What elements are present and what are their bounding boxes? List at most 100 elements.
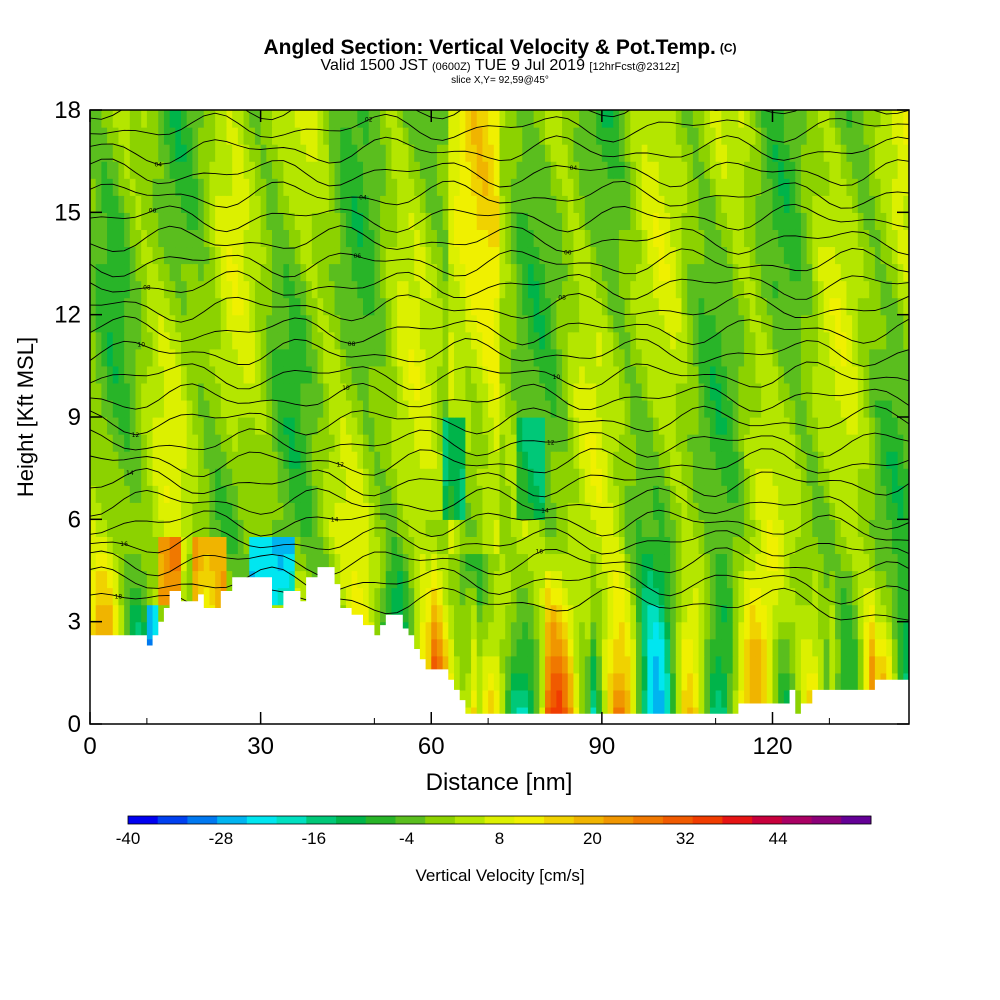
velocity-cell — [163, 451, 171, 469]
velocity-cell — [101, 502, 108, 520]
velocity-cell — [277, 178, 284, 196]
velocity-cell — [903, 553, 909, 572]
velocity-cell — [596, 553, 603, 572]
velocity-cell — [493, 604, 501, 623]
velocity-cell — [368, 451, 375, 469]
velocity-cell — [323, 263, 330, 282]
velocity-cell — [368, 314, 375, 333]
velocity-cell — [874, 280, 882, 299]
velocity-cell — [243, 331, 250, 350]
velocity-cell — [800, 161, 808, 179]
velocity-cell — [95, 229, 102, 248]
velocity-cell — [903, 263, 909, 282]
velocity-cell — [101, 263, 108, 282]
velocity-cell — [732, 178, 739, 196]
velocity-cell — [618, 399, 626, 418]
velocity-cell — [778, 297, 785, 316]
velocity-cell — [124, 604, 131, 623]
velocity-cell — [590, 621, 597, 640]
velocity-cell — [664, 280, 671, 299]
velocity-cell — [209, 263, 216, 282]
velocity-cell — [476, 348, 484, 367]
velocity-cell — [380, 451, 387, 469]
velocity-cell — [670, 297, 677, 316]
velocity-cell — [647, 365, 654, 384]
velocity-cell — [482, 587, 489, 606]
velocity-cell — [835, 655, 842, 674]
velocity-cell — [562, 161, 569, 179]
velocity-cell — [800, 434, 808, 452]
velocity-cell — [363, 263, 370, 282]
velocity-cell — [300, 382, 307, 401]
velocity-cell — [829, 451, 836, 469]
velocity-cell — [226, 553, 233, 572]
velocity-cell — [664, 314, 671, 333]
velocity-cell — [488, 519, 495, 537]
velocity-cell — [658, 263, 666, 282]
velocity-cell — [374, 212, 381, 230]
velocity-cell — [476, 587, 484, 606]
velocity-cell — [601, 536, 609, 555]
velocity-cell — [294, 195, 302, 213]
velocity-cell — [869, 553, 876, 572]
velocity-cell — [818, 331, 825, 350]
velocity-cell — [516, 587, 523, 606]
velocity-cell — [755, 382, 762, 401]
velocity-cell — [573, 399, 580, 418]
velocity-cell — [658, 587, 666, 606]
velocity-cell — [675, 144, 683, 162]
velocity-cell — [397, 178, 404, 196]
velocity-cell — [476, 331, 484, 350]
velocity-cell — [857, 280, 865, 299]
velocity-cell — [357, 604, 364, 623]
velocity-cell — [778, 417, 785, 435]
velocity-cell — [533, 280, 540, 299]
velocity-cell — [903, 536, 909, 555]
velocity-cell — [266, 348, 273, 367]
velocity-cell — [630, 280, 637, 299]
velocity-cell — [681, 263, 688, 282]
velocity-cell — [590, 297, 597, 316]
velocity-cell — [579, 263, 586, 282]
velocity-cell — [192, 536, 199, 555]
velocity-cell — [721, 297, 728, 316]
velocity-cell — [596, 638, 603, 657]
velocity-cell — [687, 331, 694, 350]
velocity-cell — [664, 212, 671, 230]
velocity-cell — [226, 536, 233, 555]
velocity-cell — [721, 434, 728, 452]
velocity-cell — [118, 621, 125, 640]
velocity-cell — [374, 570, 381, 589]
velocity-cell — [522, 519, 529, 537]
velocity-cell — [146, 485, 154, 503]
velocity-cell — [721, 348, 728, 367]
velocity-cell — [897, 246, 904, 265]
velocity-cell — [243, 144, 250, 162]
velocity-cell — [772, 536, 779, 555]
velocity-cell — [306, 485, 313, 503]
velocity-cell — [778, 587, 785, 606]
velocity-cell — [732, 348, 739, 367]
velocity-cell — [522, 502, 529, 520]
velocity-cell — [658, 434, 666, 452]
velocity-cell — [107, 297, 114, 316]
velocity-cell — [198, 348, 205, 367]
velocity-cell — [442, 570, 449, 589]
velocity-cell — [539, 655, 546, 674]
velocity-cell — [289, 229, 296, 248]
velocity-cell — [550, 382, 557, 401]
velocity-cell — [755, 451, 762, 469]
velocity-cell — [715, 638, 722, 657]
velocity-cell — [402, 314, 410, 333]
velocity-cell — [175, 314, 182, 333]
velocity-cell — [562, 246, 569, 265]
velocity-cell — [755, 638, 762, 657]
velocity-cell — [476, 178, 484, 196]
velocity-cell — [488, 399, 495, 418]
velocity-cell — [340, 434, 347, 452]
velocity-cell — [90, 519, 97, 537]
velocity-cell — [681, 331, 688, 350]
velocity-cell — [294, 178, 302, 196]
velocity-cell — [744, 485, 751, 503]
velocity-cell — [363, 553, 370, 572]
